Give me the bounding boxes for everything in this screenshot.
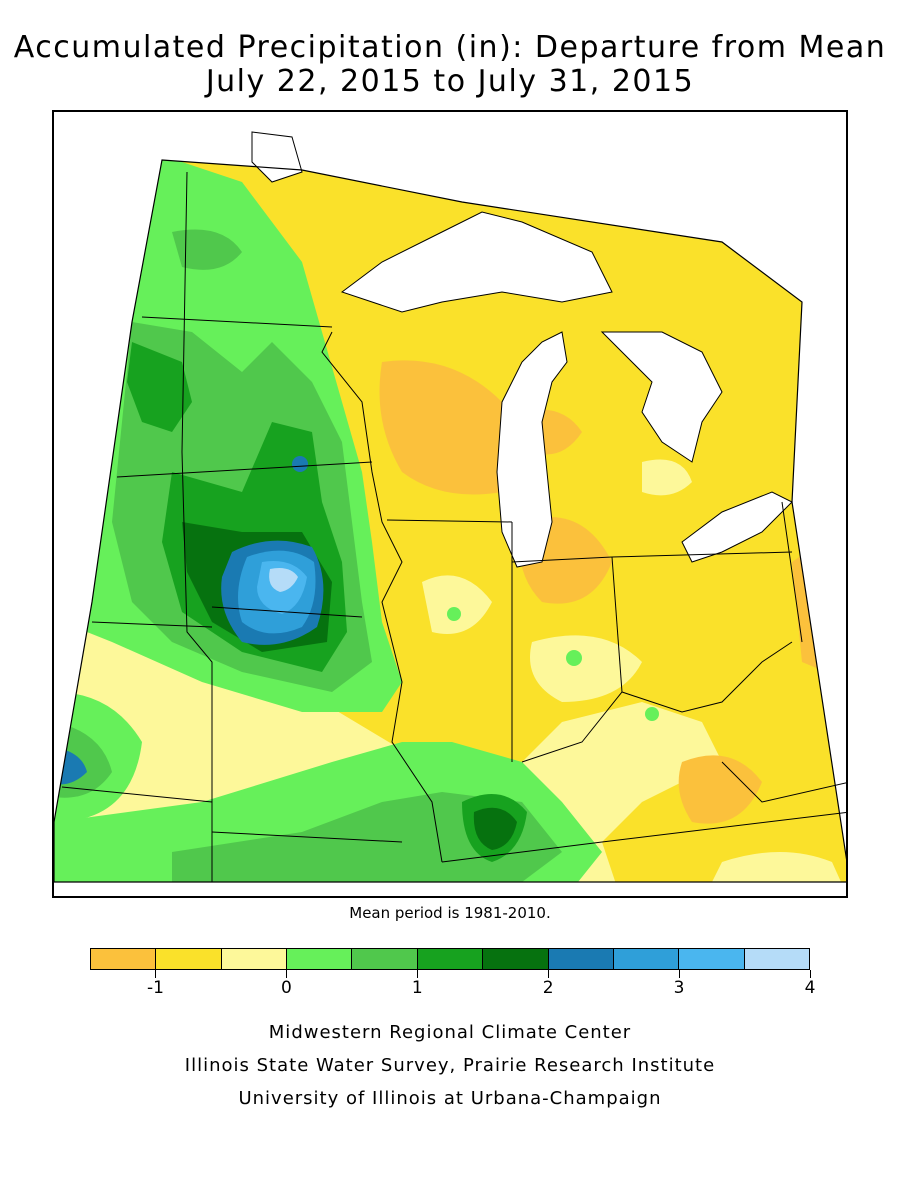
legend-swatch bbox=[352, 949, 418, 969]
precipitation-map bbox=[52, 110, 848, 898]
mn-ia-border bbox=[211, 606, 363, 618]
wi-il-border bbox=[386, 519, 513, 523]
dry-area-wisconsin bbox=[379, 360, 512, 495]
legend-tick bbox=[417, 970, 419, 978]
legend-tick-label: 2 bbox=[542, 978, 554, 998]
mo-ar-border bbox=[211, 831, 403, 843]
nd-sd-border bbox=[141, 316, 333, 328]
map-svg bbox=[54, 131, 846, 883]
wet-spot-southern-illinois-core bbox=[473, 807, 517, 850]
legend-swatch bbox=[221, 949, 288, 969]
legend-swatch bbox=[613, 949, 680, 969]
wet-area-dakota-dark bbox=[127, 342, 192, 432]
great-lakes bbox=[251, 131, 793, 568]
lake-erie bbox=[681, 491, 793, 563]
kentucky-east bbox=[721, 761, 846, 803]
legend-tick-label: 0 bbox=[280, 978, 292, 998]
legend-tick-label: 4 bbox=[804, 978, 816, 998]
ks-ok-border bbox=[61, 786, 213, 803]
tn-ky-border bbox=[441, 811, 846, 863]
dry-area-kentucky bbox=[678, 755, 762, 824]
lake-superior bbox=[340, 211, 613, 313]
near-normal-area-southeast bbox=[702, 852, 846, 882]
legend-tick bbox=[548, 970, 550, 978]
ohio-river bbox=[521, 641, 793, 763]
mississippi-river bbox=[321, 331, 443, 863]
wet-spot-illinois bbox=[447, 607, 461, 621]
wet-area-north-dakota bbox=[172, 229, 242, 270]
legend-swatch bbox=[91, 949, 157, 969]
legend-swatch bbox=[287, 949, 353, 969]
in-oh-border bbox=[611, 556, 623, 693]
credit-line-3: University of Illinois at Urbana-Champai… bbox=[238, 1088, 662, 1109]
legend-tick bbox=[155, 970, 157, 978]
legend-tick bbox=[679, 970, 681, 978]
legend-tick-label: 3 bbox=[673, 978, 685, 998]
wet-core-max bbox=[269, 568, 298, 592]
mi-oh-border bbox=[611, 551, 793, 558]
credit-line-2: Illinois State Water Survey, Prairie Res… bbox=[184, 1055, 716, 1076]
sd-ne-border bbox=[116, 461, 373, 478]
legend-tick-label: -1 bbox=[146, 978, 164, 998]
ne-ks-border bbox=[91, 621, 213, 628]
color-legend bbox=[90, 948, 810, 970]
legend-swatch bbox=[548, 949, 614, 969]
wet-spot-blue-north bbox=[292, 456, 308, 472]
near-normal-area-indiana bbox=[530, 635, 642, 702]
western-state-line bbox=[181, 171, 213, 882]
legend-swatch bbox=[744, 949, 809, 969]
near-normal-area-michigan bbox=[642, 459, 692, 496]
mi-in-border bbox=[511, 556, 613, 563]
legend-tick bbox=[810, 970, 811, 978]
mean-period-note: Mean period is 1981-2010. bbox=[349, 904, 551, 922]
map-title: Accumulated Precipitation (in): Departur… bbox=[13, 30, 887, 65]
wet-spot-indiana bbox=[566, 650, 582, 666]
legend-swatch bbox=[156, 949, 222, 969]
legend-tick-label: 1 bbox=[411, 978, 423, 998]
lake-huron bbox=[600, 331, 723, 463]
state-boundaries bbox=[61, 171, 846, 882]
legend-swatch bbox=[483, 949, 549, 969]
oh-pa-border bbox=[781, 501, 803, 643]
region-outline bbox=[54, 159, 846, 883]
credit-line-1: Midwestern Regional Climate Center bbox=[268, 1022, 632, 1043]
map-date-range: July 22, 2015 to July 31, 2015 bbox=[205, 64, 695, 99]
legend-swatch bbox=[417, 949, 484, 969]
legend-tick bbox=[286, 970, 288, 978]
wet-spot-ohio bbox=[645, 707, 659, 721]
near-normal-area-illinois bbox=[422, 575, 492, 634]
lake-michigan bbox=[496, 331, 568, 568]
legend-swatch bbox=[679, 949, 745, 969]
